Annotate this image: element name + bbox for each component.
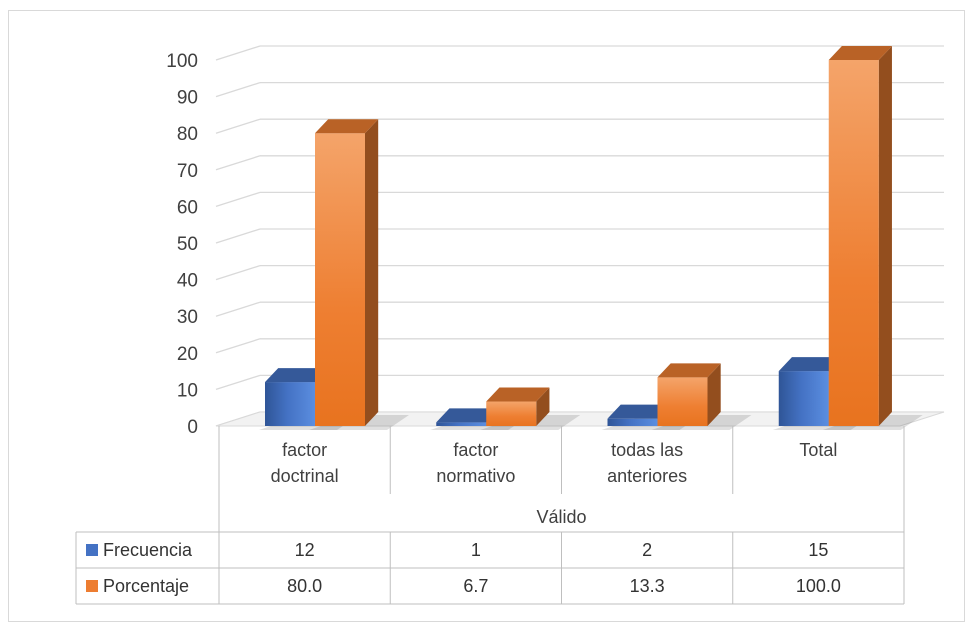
x-category-label: todas las anteriores <box>607 440 687 486</box>
data-table-value: 6.7 <box>463 576 488 596</box>
data-table-value: 80.0 <box>287 576 322 596</box>
data-table-value: 1 <box>471 540 481 560</box>
y-tick-label: 0 <box>187 417 198 438</box>
y-tick-label: 10 <box>177 380 198 401</box>
y-tick-label: 100 <box>166 51 198 72</box>
y-tick-label: 40 <box>177 271 198 292</box>
chart-frame <box>8 10 965 622</box>
legend-key <box>86 544 98 556</box>
data-table-value: 100.0 <box>796 576 841 596</box>
legend-series-name: Frecuencia <box>103 540 193 560</box>
data-table-value: 12 <box>295 540 315 560</box>
data-table-value: 15 <box>808 540 828 560</box>
gridline-side <box>215 264 261 281</box>
legend-key <box>86 580 98 592</box>
legend-series-name: Porcentaje <box>103 576 189 596</box>
bar-porcentaje <box>651 363 752 430</box>
bar-porcentaje <box>822 46 923 430</box>
y-axis: 0 10 20 30 40 50 60 70 80 90 100 <box>166 51 198 438</box>
gridline-side <box>215 118 261 134</box>
bar-porcentaje <box>309 119 409 430</box>
data-table: factor doctrinal factor normativo todas las a… <box>75 426 905 605</box>
y-tick-label: 60 <box>177 197 198 218</box>
data-table-value: 13.3 <box>630 576 665 596</box>
x-category-label: Total <box>799 440 837 460</box>
x-group-label: Válido <box>536 507 586 527</box>
x-category-label: factor normativo <box>436 440 515 486</box>
gridline-side <box>215 155 261 171</box>
gridline-side <box>215 301 261 317</box>
gridline-side <box>215 45 261 61</box>
gridline-side <box>215 228 261 244</box>
gridline-side <box>215 338 261 354</box>
data-table-value: 2 <box>642 540 652 560</box>
y-tick-label: 70 <box>177 161 198 182</box>
gridline-side <box>215 81 261 98</box>
y-tick-label: 90 <box>177 88 198 109</box>
y-tick-label: 50 <box>177 234 198 255</box>
x-category-label: factor doctrinal <box>271 440 339 486</box>
gridline-side <box>215 374 261 391</box>
bar-porcentaje <box>480 387 581 430</box>
y-tick-label: 20 <box>177 344 198 365</box>
bars <box>259 46 923 430</box>
y-tick-label: 30 <box>177 307 198 328</box>
y-tick-label: 80 <box>177 124 198 145</box>
gridline-side <box>215 191 261 208</box>
